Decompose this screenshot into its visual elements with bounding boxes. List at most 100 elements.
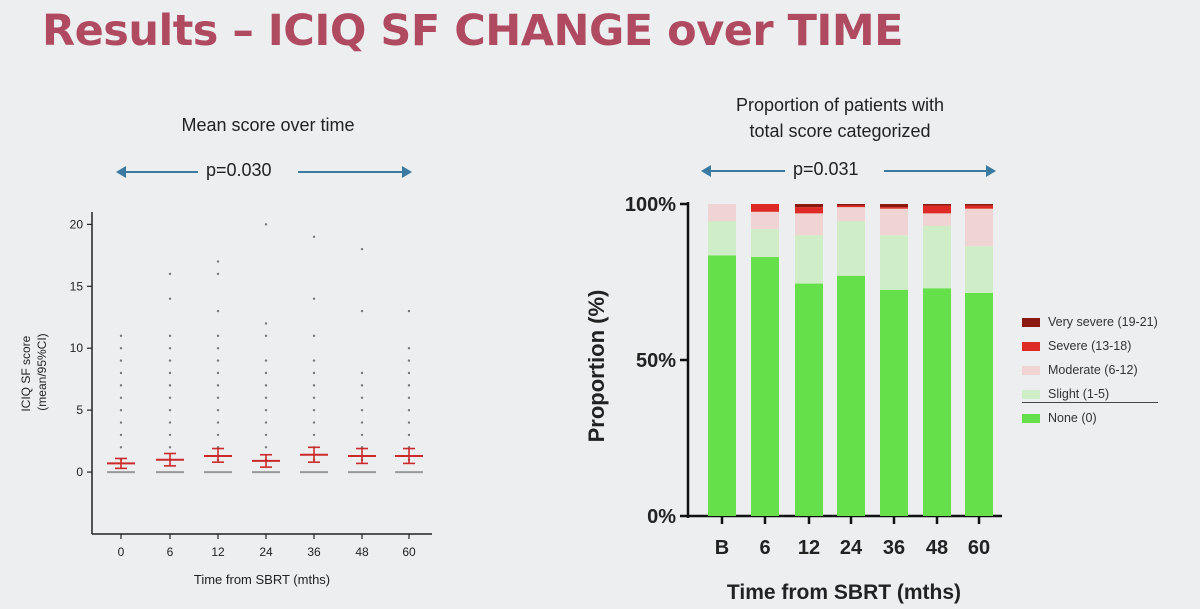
left-y-tick-label: 20 xyxy=(70,217,84,231)
left-x-tick-label: 12 xyxy=(211,545,225,559)
left-x-tick-label: 60 xyxy=(402,545,416,559)
right-y-tick-label: 50% xyxy=(636,350,676,372)
bar-segment-moderate xyxy=(880,208,908,236)
score-point xyxy=(360,433,364,437)
legend: Very severe (19-21) Severe (13-18) Moder… xyxy=(1022,310,1192,430)
left-y-tick-label: 5 xyxy=(76,403,83,417)
score-point xyxy=(168,297,172,300)
score-point xyxy=(168,359,172,362)
score-point xyxy=(360,408,364,412)
bar-segment-none xyxy=(708,255,736,517)
left-y-tick-label: 0 xyxy=(76,465,83,479)
left-p-value: p=0.030 xyxy=(206,160,272,180)
score-point xyxy=(168,433,172,437)
score-point xyxy=(168,272,172,276)
slide-title: Results – ICIQ SF CHANGE over TIME xyxy=(42,6,904,56)
right-chart-title-line-2: total score categorized xyxy=(749,121,931,141)
score-point xyxy=(407,433,411,437)
bar-segment-none xyxy=(965,292,993,516)
left-y-axis-label: ICIQ SF score (mean/95%CI) xyxy=(19,332,49,411)
right-x-tick-label: 6 xyxy=(759,537,770,559)
score-point xyxy=(119,347,123,350)
score-point xyxy=(168,384,172,387)
bar-segment-severe xyxy=(837,205,865,208)
score-point xyxy=(264,334,268,338)
score-point xyxy=(312,235,316,238)
bar-segment-slight xyxy=(751,228,779,258)
bar-segment-moderate xyxy=(923,213,951,226)
score-point xyxy=(407,309,411,313)
legend-label-none: None (0) xyxy=(1048,411,1097,425)
right-y-tick-label: 0% xyxy=(647,506,676,528)
left-x-tick-label: 0 xyxy=(118,545,125,559)
bar-segment-slight xyxy=(880,235,908,290)
score-point xyxy=(264,384,268,387)
bar-segment-slight xyxy=(837,221,865,276)
bar-segment-moderate xyxy=(751,211,779,229)
legend-swatch-moderate xyxy=(1022,365,1040,375)
score-point xyxy=(360,396,364,399)
legend-swatch-severe xyxy=(1022,341,1040,351)
legend-label-very-severe: Very severe (19-21) xyxy=(1048,315,1158,329)
score-point xyxy=(312,371,316,375)
score-point xyxy=(119,359,123,362)
score-point xyxy=(264,322,268,325)
right-p-value: p=0.031 xyxy=(793,159,859,179)
score-point xyxy=(360,421,364,424)
bar-segment-very-severe xyxy=(923,204,951,206)
score-point xyxy=(216,260,220,263)
score-point xyxy=(216,309,220,313)
score-point xyxy=(119,433,123,437)
left-chart-title: Mean score over time xyxy=(181,115,355,135)
score-point xyxy=(312,433,316,437)
legend-item-none: None (0) xyxy=(1022,406,1192,430)
right-arrow-left-icon xyxy=(701,165,785,177)
left-y-axis-label-line-2: (mean/95%CI) xyxy=(35,333,49,410)
legend-label-slight: Slight (1-5) xyxy=(1048,387,1110,401)
right-x-tick-label: 36 xyxy=(883,537,905,559)
score-point xyxy=(312,408,316,412)
score-point xyxy=(312,297,316,300)
bar-segment-severe xyxy=(751,204,779,212)
score-point xyxy=(168,396,172,399)
bar-segment-slight xyxy=(795,235,823,284)
left-x-tick-label: 36 xyxy=(307,545,321,559)
score-point xyxy=(407,408,411,412)
bar-segment-severe xyxy=(923,205,951,214)
score-point xyxy=(119,421,123,424)
score-point xyxy=(407,371,411,375)
score-point xyxy=(216,334,220,338)
bar-segment-very-severe xyxy=(795,204,823,208)
score-point xyxy=(216,384,220,387)
left-y-tick-label: 15 xyxy=(70,279,84,293)
legend-item-moderate: Moderate (6-12) xyxy=(1022,358,1192,382)
right-x-tick-label: 60 xyxy=(968,537,990,559)
legend-swatch-very-severe xyxy=(1022,317,1040,327)
score-point xyxy=(264,421,268,424)
bar-segment-none xyxy=(837,275,865,516)
legend-divider xyxy=(1022,402,1158,403)
score-point xyxy=(119,396,123,399)
score-point xyxy=(264,433,268,437)
right-arrow-right-icon xyxy=(884,165,996,177)
score-point xyxy=(216,272,220,276)
score-point xyxy=(264,223,268,226)
score-point xyxy=(312,421,316,424)
left-y-axis-label-line-1: ICIQ SF score xyxy=(19,335,33,411)
score-point xyxy=(119,384,123,387)
score-point xyxy=(312,396,316,399)
score-point xyxy=(264,446,268,449)
bar-segment-slight xyxy=(965,246,993,293)
right-x-tick-label: 48 xyxy=(926,537,948,559)
right-y-tick-label: 100% xyxy=(625,194,676,216)
right-x-tick-label: 12 xyxy=(798,537,820,559)
score-point xyxy=(264,396,268,399)
score-point xyxy=(216,396,220,399)
score-point xyxy=(119,371,123,375)
right-chart-title: Proportion of patients with total score … xyxy=(690,92,990,144)
left-y-tick-label: 10 xyxy=(70,341,84,355)
bar-segment-moderate xyxy=(795,213,823,236)
bar-segment-moderate xyxy=(965,208,993,247)
bar-segment-moderate xyxy=(708,204,736,222)
